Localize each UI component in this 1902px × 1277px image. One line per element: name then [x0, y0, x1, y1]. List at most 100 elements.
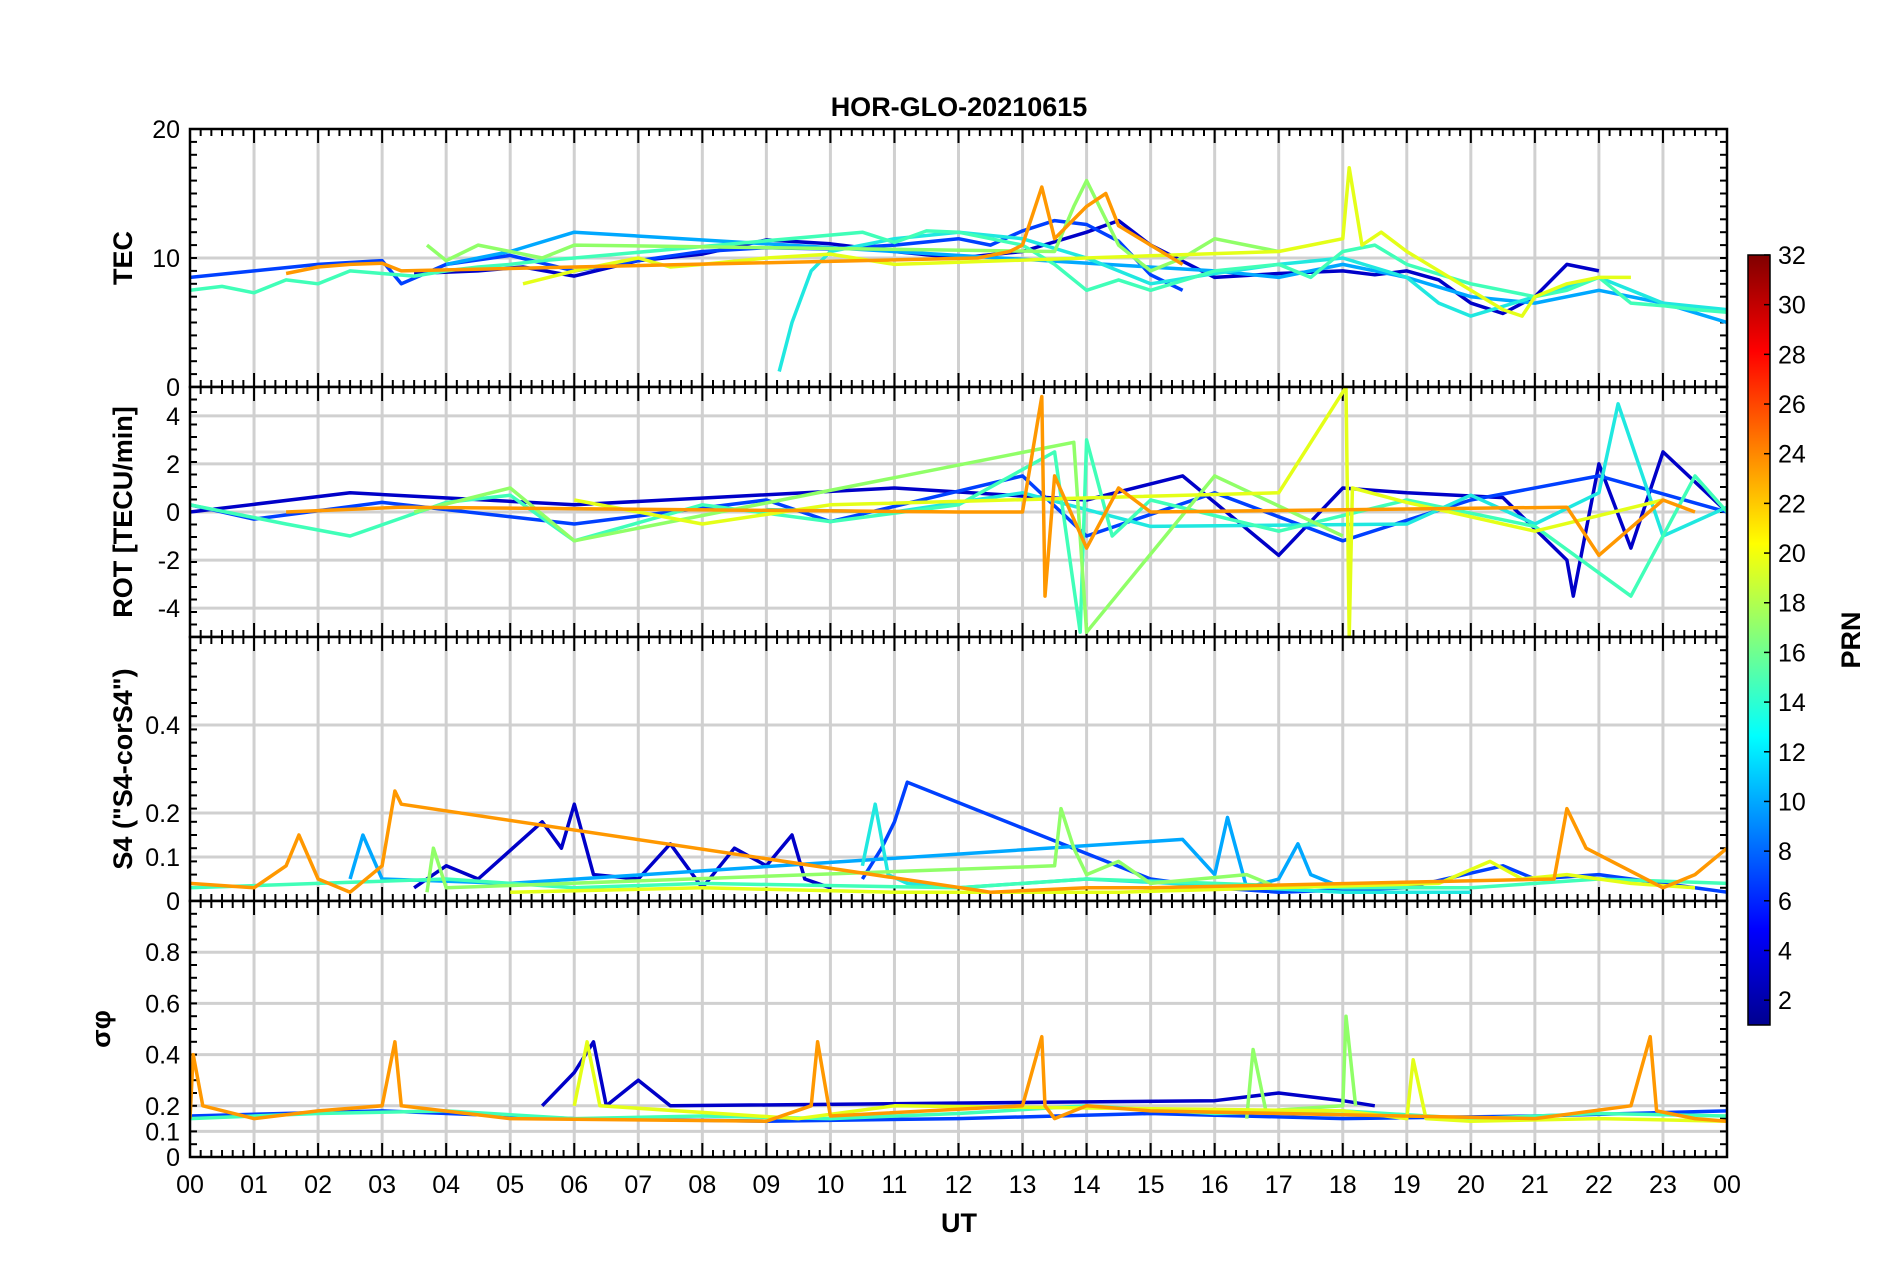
x-tick-label: 08 [688, 1171, 716, 1199]
series-line-prn-17 [425, 178, 1280, 273]
colorbar-tick-label: 26 [1778, 391, 1806, 419]
colorbar-tick-label: 14 [1778, 689, 1806, 717]
x-axis: 00 01 02 03 04 05 06 07 08 09 10 11 12 13 14 15 16 17 18 19… [176, 1171, 1741, 1199]
series-line-prn-5 [860, 780, 1727, 894]
panel-ROT: -4 -2 0 2 4 ROT [TECU/min] [108, 385, 1729, 639]
panel-frame [188, 899, 1729, 1159]
y-tick-label: 0.2 [145, 800, 180, 828]
colorbar-tick-label: 2 [1778, 987, 1792, 1015]
series-line-prn-3 [190, 450, 1727, 598]
x-tick-label: 05 [496, 1171, 524, 1199]
x-tick-label: 11 [881, 1171, 907, 1199]
series-group [190, 387, 1727, 637]
x-tick-label: 07 [624, 1171, 652, 1199]
series-group [190, 1014, 1727, 1123]
x-tick-label: 15 [1137, 1171, 1165, 1199]
y-tick-label: 0 [166, 499, 180, 527]
x-tick-label: 21 [1521, 1171, 1549, 1199]
x-tick-label: 01 [240, 1171, 268, 1199]
x-tick-label: 14 [1073, 1171, 1101, 1199]
colorbar-tick-label: 12 [1778, 739, 1806, 767]
y-tick-label: 0.6 [145, 990, 180, 1018]
colorbar-tick-label: 20 [1778, 540, 1806, 568]
x-tick-label: 12 [945, 1171, 973, 1199]
series-line-prn-10 [445, 230, 1727, 325]
series-line-prn-13 [777, 230, 1727, 372]
y-axis-label: ROT [TECU/min] [108, 406, 138, 617]
colorbar-tick-label: 10 [1778, 788, 1806, 816]
series-line-prn-17 [413, 440, 1344, 634]
x-tick-label: 16 [1201, 1171, 1229, 1199]
x-tick-label: 10 [817, 1171, 845, 1199]
x-tick-label: 17 [1265, 1171, 1293, 1199]
colorbar-tick-label: 32 [1778, 242, 1806, 270]
x-tick-label: 06 [560, 1171, 588, 1199]
series-line-prn-15 [190, 877, 1727, 890]
x-tick-label: 00 [1713, 1171, 1741, 1199]
y-tick-label: 2 [166, 451, 180, 479]
y-tick-label: 0.4 [145, 712, 180, 740]
y-tick-label: 20 [152, 116, 180, 144]
chart-title: HOR-GLO-20210615 [831, 92, 1088, 122]
series-line-prn-13 [860, 802, 1471, 894]
y-tick-label: 0.1 [145, 1118, 180, 1146]
series-line-prn-10 [348, 815, 1344, 890]
x-tick-label: 00 [176, 1171, 204, 1199]
series-line-prn-5 [190, 474, 1727, 543]
y-axis-label: TEC [108, 231, 138, 285]
x-tick-label: 20 [1457, 1171, 1485, 1199]
colorbar-tick-label: 16 [1778, 639, 1806, 667]
series-line-prn-17 [1244, 1014, 1358, 1119]
y-tick-label: -2 [158, 547, 180, 575]
colorbar-label: PRN [1836, 611, 1866, 668]
x-tick-label: 04 [432, 1171, 460, 1199]
x-axis-label: UT [941, 1208, 977, 1238]
x-tick-label: 03 [368, 1171, 396, 1199]
y-tick-label: 0 [166, 888, 180, 916]
panel-sigma-phi: 00.10.2 0.4 0.6 0.8 σφ [86, 899, 1729, 1172]
y-tick-label: 0.8 [145, 939, 180, 967]
x-tick-label: 02 [304, 1171, 332, 1199]
y-tick-label: -4 [158, 595, 180, 623]
panel-TEC: 0 10 20 TEC [108, 116, 1729, 402]
panel-S4: 0 0.1 0.2 0.4S4 ("S4-corS4") [108, 635, 1729, 916]
x-tick-label: 09 [752, 1171, 780, 1199]
x-tick-label: 22 [1585, 1171, 1613, 1199]
y-tick-label: 0.1 [145, 844, 180, 872]
x-tick-label: 19 [1393, 1171, 1421, 1199]
series-line-prn-23 [190, 1034, 1727, 1123]
y-axis-label: σφ [86, 1010, 116, 1048]
y-axis-label: S4 ("S4-corS4") [108, 668, 138, 869]
series-line-prn-23 [285, 185, 1184, 276]
series-group [190, 780, 1727, 894]
series-line-prn-3 [413, 802, 831, 890]
series-line-prn-23 [286, 394, 1696, 598]
colorbar-tick-label: 30 [1778, 292, 1806, 320]
series-group [190, 165, 1727, 372]
x-tick-label: 13 [1009, 1171, 1037, 1199]
series-line-prn-19 [573, 387, 1664, 637]
colorbar-tick-label: 24 [1778, 441, 1806, 469]
y-tick-label: 0 [166, 374, 180, 402]
series-line-prn-17 [425, 806, 1280, 893]
colorbar-tick-label: 8 [1778, 838, 1792, 866]
colorbar-tick-label: 6 [1778, 888, 1792, 916]
x-tick-label: 23 [1649, 1171, 1677, 1199]
colorbar-tick-label: 28 [1778, 341, 1806, 369]
y-tick-label: 4 [166, 403, 180, 431]
colorbar-tick-label: 22 [1778, 490, 1806, 518]
y-tick-label: 0.2 [145, 1093, 180, 1121]
y-tick-label: 10 [152, 245, 180, 273]
colorbar-tick-label: 18 [1778, 590, 1806, 618]
series-line-prn-19 [510, 859, 1696, 894]
y-tick-label: 0 [166, 1144, 180, 1172]
colorbar-tick-label: 4 [1778, 937, 1792, 965]
series-line-prn-23 [190, 789, 1727, 894]
colorbar-gradient [1747, 254, 1771, 1026]
x-tick-label: 18 [1329, 1171, 1357, 1199]
y-tick-label: 0.4 [145, 1042, 180, 1070]
